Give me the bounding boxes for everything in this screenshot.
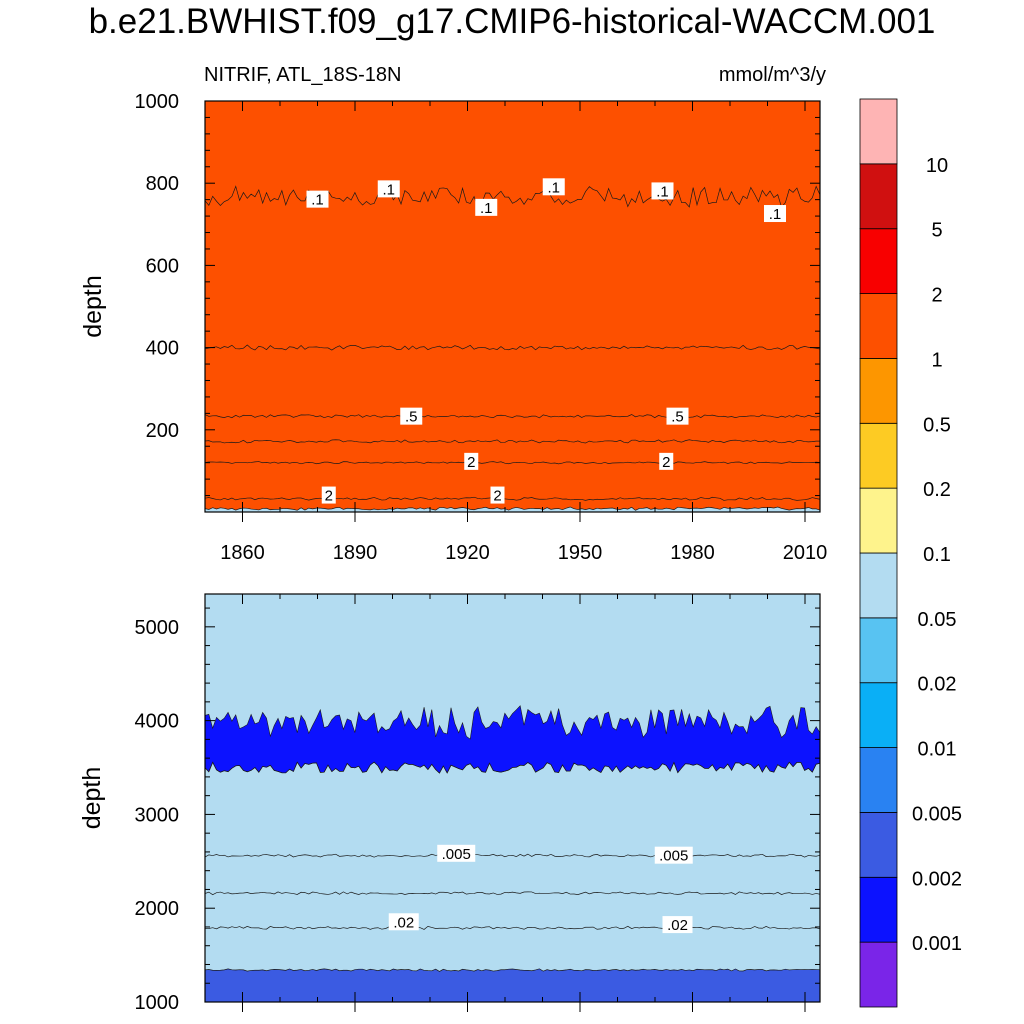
contour-line — [205, 761, 820, 774]
contour-label: .005 — [654, 846, 693, 865]
lower-panel: .02 .02 .005 .005 1000 2000 3000 4000 5000 depth — [78, 593, 821, 1014]
contour-label: 2 — [659, 452, 674, 471]
y-axis-label: depth — [79, 275, 107, 338]
colorbar-label: 0.005 — [912, 803, 962, 825]
colorbar-label: 0.2 — [923, 479, 951, 501]
contour-label: .005 — [437, 844, 476, 863]
colorbar-label: 0.002 — [912, 868, 962, 890]
svg-text:.1: .1 — [656, 183, 669, 200]
plot-frame — [204, 100, 821, 513]
svg-text:2: 2 — [493, 488, 501, 505]
x-tick-label: 1860 — [220, 542, 265, 564]
colorbar-label: 2 — [931, 285, 942, 307]
colorbar-swatch — [859, 682, 898, 748]
colorbar-label: 0.05 — [918, 609, 957, 631]
svg-text:.5: .5 — [405, 409, 418, 426]
colorbar-swatch — [859, 876, 898, 943]
contour-band — [205, 594, 820, 972]
colorbar-label: 0.001 — [912, 933, 962, 955]
x-tick-label: 1950 — [558, 542, 603, 564]
colorbar-label: 0.1 — [923, 544, 951, 566]
contour-label: .1 — [764, 205, 786, 223]
colorbar-swatch — [859, 487, 898, 554]
y-tick-label: 200 — [146, 420, 179, 442]
contour-label: .1 — [377, 180, 400, 198]
colorbar-label: 10 — [926, 155, 948, 177]
colorbar-swatch — [859, 941, 898, 1008]
colorbar-swatch — [859, 293, 898, 359]
colorbar-swatch — [859, 747, 898, 813]
contour-line — [205, 414, 820, 419]
x-tick-label: 1980 — [670, 542, 715, 564]
chart-title: b.e21.BWHIST.f09_g17.CMIP6-historical-WA… — [88, 2, 936, 41]
y-tick-label: 5000 — [135, 617, 180, 639]
contour-label: 2 — [321, 486, 336, 505]
y-axis-label: depth — [78, 767, 106, 830]
svg-text:2: 2 — [662, 454, 670, 471]
variable-region-label: NITRIF, ATL_18S-18N — [204, 64, 402, 86]
contour-line — [205, 461, 820, 465]
units-label: mmol/m^3/y — [718, 64, 826, 86]
y-tick-label: 1000 — [135, 992, 180, 1014]
contour-label: .1 — [651, 182, 674, 200]
y-tick-label: 400 — [146, 338, 179, 360]
svg-text:.1: .1 — [382, 181, 395, 198]
contour-label: .5 — [666, 407, 689, 426]
colorbar-label: 0.01 — [918, 739, 957, 761]
svg-text:.1: .1 — [480, 200, 493, 217]
colorbar-swatch — [859, 98, 898, 165]
svg-text:.005: .005 — [442, 846, 471, 863]
colorbar-swatch — [859, 163, 898, 230]
colorbar-swatch — [859, 812, 898, 878]
contour-label: .02 — [388, 913, 419, 931]
contour-label: .5 — [400, 407, 423, 426]
x-tick-label: 1890 — [333, 542, 378, 564]
plot-frame — [204, 593, 821, 1003]
colorbar-swatch — [859, 422, 898, 489]
y-tick-label: 4000 — [135, 711, 180, 733]
x-tick-label: 2010 — [783, 542, 828, 564]
contour-line — [205, 891, 820, 896]
contour-line — [205, 853, 820, 858]
contour-label: .1 — [306, 190, 329, 209]
contour-line — [205, 344, 820, 351]
svg-text:.1: .1 — [547, 179, 560, 196]
contour-label: 2 — [464, 452, 479, 471]
colorbar-label: 5 — [931, 220, 942, 242]
contour-line — [205, 968, 820, 972]
contour-line — [205, 496, 820, 501]
y-tick-label: 800 — [146, 173, 179, 195]
colorbar-label: 1 — [931, 349, 942, 371]
y-tick-label: 600 — [146, 255, 179, 277]
colorbar-swatch — [859, 358, 898, 424]
contour-line — [205, 439, 820, 444]
colorbar-swatch — [859, 617, 898, 684]
contour-band — [205, 101, 820, 511]
colorbar-swatch — [859, 552, 898, 619]
upper-panel: 2 2 2 2 .5 .5 .1 .1 .1 .1 .1 .1 200 400 600 800 1000 1860… — [79, 91, 827, 564]
contour-label: .1 — [475, 198, 498, 217]
contour-label: .02 — [662, 916, 693, 934]
svg-text:.02: .02 — [393, 914, 414, 931]
contour-label: .1 — [542, 178, 565, 196]
svg-text:.5: .5 — [671, 409, 684, 426]
svg-text:.1: .1 — [769, 206, 782, 223]
colorbar-label: 0.02 — [918, 674, 957, 696]
colorbar: 0.001 0.002 0.005 0.01 0.02 0.05 0.1 0.2 0.5 1 2 5 1… — [859, 98, 962, 1008]
colorbar-label: 0.5 — [923, 414, 951, 436]
x-tick-label: 1920 — [445, 542, 490, 564]
contour-label: 2 — [490, 486, 505, 505]
svg-text:2: 2 — [467, 454, 475, 471]
svg-text:.02: .02 — [667, 917, 688, 934]
svg-text:.005: .005 — [659, 848, 688, 865]
contour-line — [205, 925, 820, 930]
contour-line — [205, 506, 820, 511]
y-tick-label: 1000 — [135, 91, 180, 113]
colorbar-swatch — [859, 228, 898, 294]
y-tick-label: 3000 — [135, 804, 180, 826]
svg-text:.1: .1 — [311, 192, 324, 209]
svg-text:2: 2 — [325, 488, 333, 505]
y-tick-label: 2000 — [135, 898, 180, 920]
